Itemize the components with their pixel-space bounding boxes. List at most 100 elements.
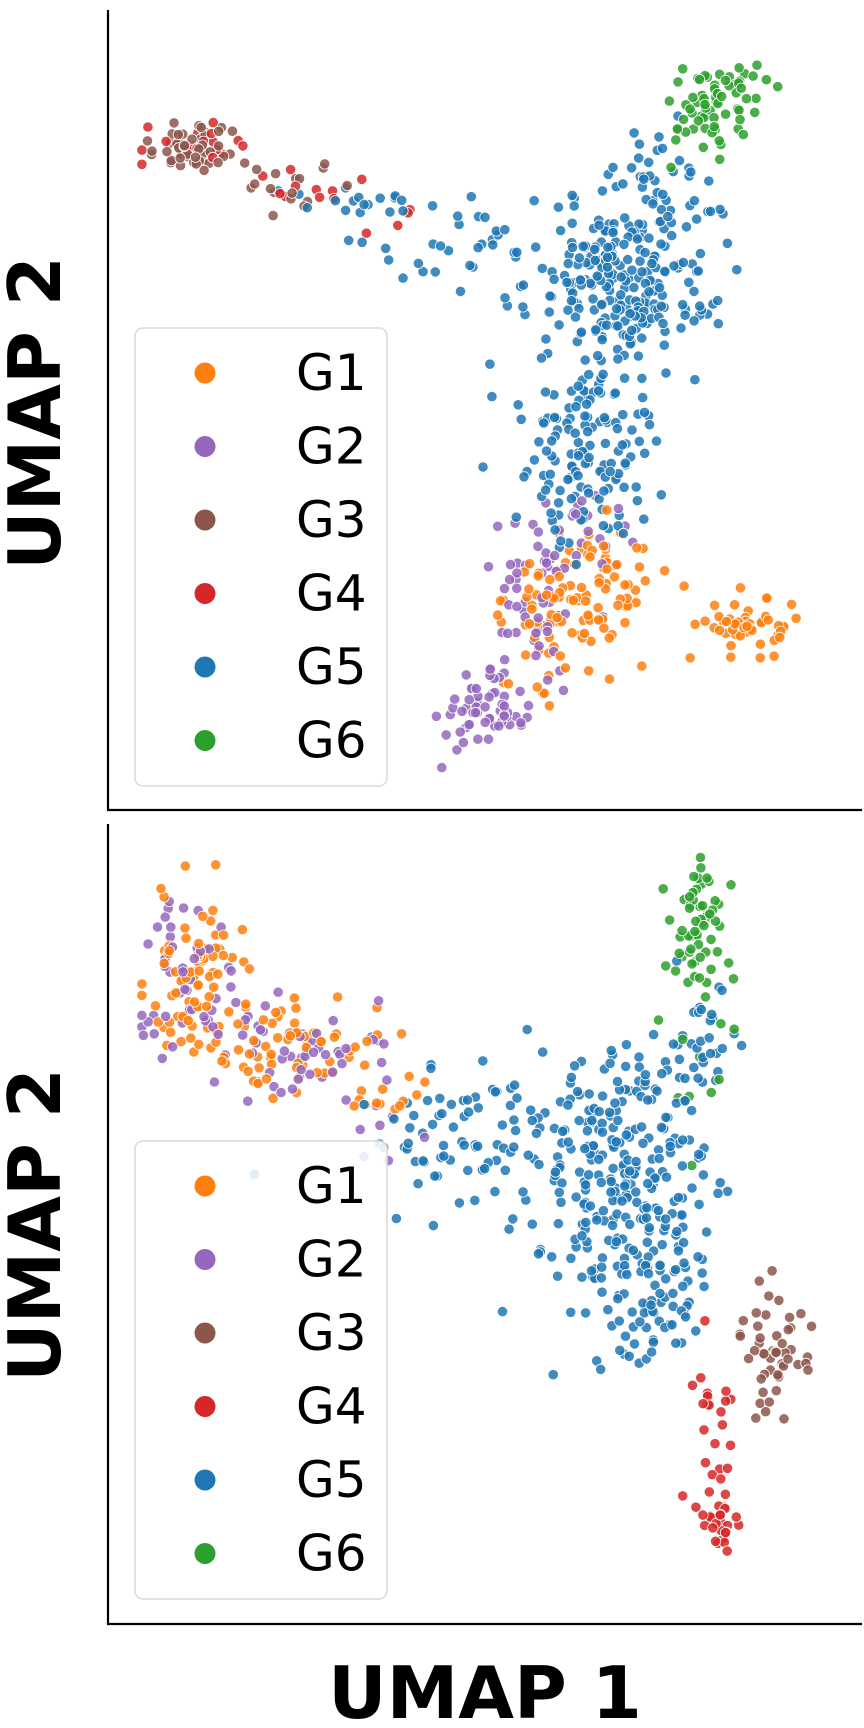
scatter-point-g5 xyxy=(610,1136,622,1148)
scatter-point-g3 xyxy=(760,1309,772,1321)
scatter-point-g1 xyxy=(612,599,624,611)
scatter-point-g5 xyxy=(598,412,611,424)
scatter-point-g5 xyxy=(638,406,651,418)
scatter-point-g5 xyxy=(693,1148,705,1160)
scatter-point-g5 xyxy=(517,1186,529,1198)
scatter-point-g5 xyxy=(660,1171,673,1183)
scatter-point-g2 xyxy=(612,502,625,515)
scatter-point-g5 xyxy=(630,481,642,493)
scatter-point-g5 xyxy=(484,358,496,370)
scatter-point-g1 xyxy=(598,622,610,634)
scatter-point-g5 xyxy=(653,131,665,143)
scatter-point-g6 xyxy=(677,113,690,126)
scatter-point-g5 xyxy=(643,286,655,298)
scatter-point-g5 xyxy=(528,195,540,207)
scatter-point-g5 xyxy=(692,1251,704,1263)
scatter-point-g5 xyxy=(609,1097,621,1109)
scatter-point-g1 xyxy=(165,1026,177,1038)
scatter-point-g6 xyxy=(686,958,698,970)
scatter-point-g5 xyxy=(565,1306,577,1318)
scatter-point-g2 xyxy=(178,902,190,914)
scatter-point-g6 xyxy=(737,129,749,141)
scatter-point-g5 xyxy=(616,439,629,451)
scatter-point-g5 xyxy=(552,1218,565,1230)
scatter-point-g6 xyxy=(733,104,745,116)
scatter-point-g5 xyxy=(566,189,578,201)
scatter-point-g5 xyxy=(680,221,693,233)
scatter-point-g5 xyxy=(561,276,573,288)
scatter-point-g5 xyxy=(425,1062,437,1074)
scatter-point-g5 xyxy=(596,1261,608,1273)
scatter-point-g5 xyxy=(536,262,548,274)
scatter-point-g6 xyxy=(704,908,716,920)
scatter-point-g5 xyxy=(698,1280,710,1293)
scatter-point-g2 xyxy=(156,1052,168,1065)
scatter-point-g6 xyxy=(727,973,740,985)
scatter-point-g2 xyxy=(502,627,514,639)
scatter-point-g1 xyxy=(684,652,696,664)
scatter-point-g5 xyxy=(518,471,530,483)
scatter-point-g2 xyxy=(198,1011,210,1023)
scatter-point-g6 xyxy=(699,99,711,111)
scatter-point-g5 xyxy=(555,535,567,547)
scatter-point-g5 xyxy=(593,219,605,231)
scatter-point-g6 xyxy=(723,957,735,969)
scatter-point-g1 xyxy=(598,540,610,552)
scatter-point-g5 xyxy=(569,427,581,439)
scatter-point-g5 xyxy=(610,303,623,315)
scatter-point-g3 xyxy=(755,1373,767,1385)
scatter-point-g5 xyxy=(656,142,669,154)
scatter-point-g2 xyxy=(207,1021,219,1033)
scatter-point-g5 xyxy=(533,1158,545,1171)
scatter-point-g5 xyxy=(669,1264,682,1276)
legend-marker-g4 xyxy=(194,583,216,604)
scatter-point-g5 xyxy=(602,1304,614,1316)
scatter-point-g2 xyxy=(188,952,200,965)
scatter-point-g5 xyxy=(636,266,648,278)
scatter-point-g5 xyxy=(677,256,690,269)
scatter-point-g5 xyxy=(646,257,658,270)
scatter-point-g6 xyxy=(677,1033,689,1045)
scatter-point-g5 xyxy=(655,203,668,216)
scatter-point-g5 xyxy=(570,1191,582,1203)
scatter-point-g2 xyxy=(375,1056,388,1069)
scatter-point-g5 xyxy=(672,1245,685,1257)
scatter-point-g2 xyxy=(532,612,544,624)
scatter-point-g3 xyxy=(763,1396,775,1408)
scatter-point-g6 xyxy=(708,121,720,133)
scatter-point-g6 xyxy=(665,161,677,173)
scatter-point-g1 xyxy=(232,1044,245,1056)
scatter-point-g5 xyxy=(487,239,499,251)
scatter-point-g5 xyxy=(657,188,669,200)
scatter-point-g3 xyxy=(249,178,261,190)
scatter-point-g2 xyxy=(272,986,284,998)
scatter-point-g6 xyxy=(696,900,709,912)
scatter-point-g5 xyxy=(533,436,545,448)
scatter-point-g1 xyxy=(762,614,774,626)
scatter-point-g5 xyxy=(447,1121,459,1133)
scatter-point-g5 xyxy=(547,1369,559,1381)
scatter-point-g1 xyxy=(592,602,604,614)
scatter-point-g5 xyxy=(636,372,648,384)
scatter-point-g5 xyxy=(626,324,638,336)
scatter-point-g1 xyxy=(208,981,220,993)
scatter-point-g5 xyxy=(434,240,447,252)
scatter-point-g5 xyxy=(549,524,561,536)
scatter-point-g1 xyxy=(370,1097,383,1109)
scatter-point-g1 xyxy=(531,681,543,693)
scatter-point-g5 xyxy=(486,390,498,403)
scatter-point-g2 xyxy=(307,1046,320,1058)
scatter-point-g2 xyxy=(177,966,189,978)
scatter-point-g2 xyxy=(137,1029,149,1041)
scatter-point-g1 xyxy=(639,575,651,587)
scatter-point-g1 xyxy=(544,573,556,586)
scatter-point-g5 xyxy=(575,326,588,338)
scatter-point-g5 xyxy=(429,266,441,278)
scatter-point-g5 xyxy=(618,372,631,384)
scatter-point-g5 xyxy=(620,1060,632,1073)
scatter-point-g5 xyxy=(537,1046,549,1058)
scatter-point-g5 xyxy=(573,1115,585,1127)
scatter-point-g5 xyxy=(508,1079,521,1091)
scatter-point-g5 xyxy=(548,273,560,285)
scatter-point-g6 xyxy=(689,925,701,938)
